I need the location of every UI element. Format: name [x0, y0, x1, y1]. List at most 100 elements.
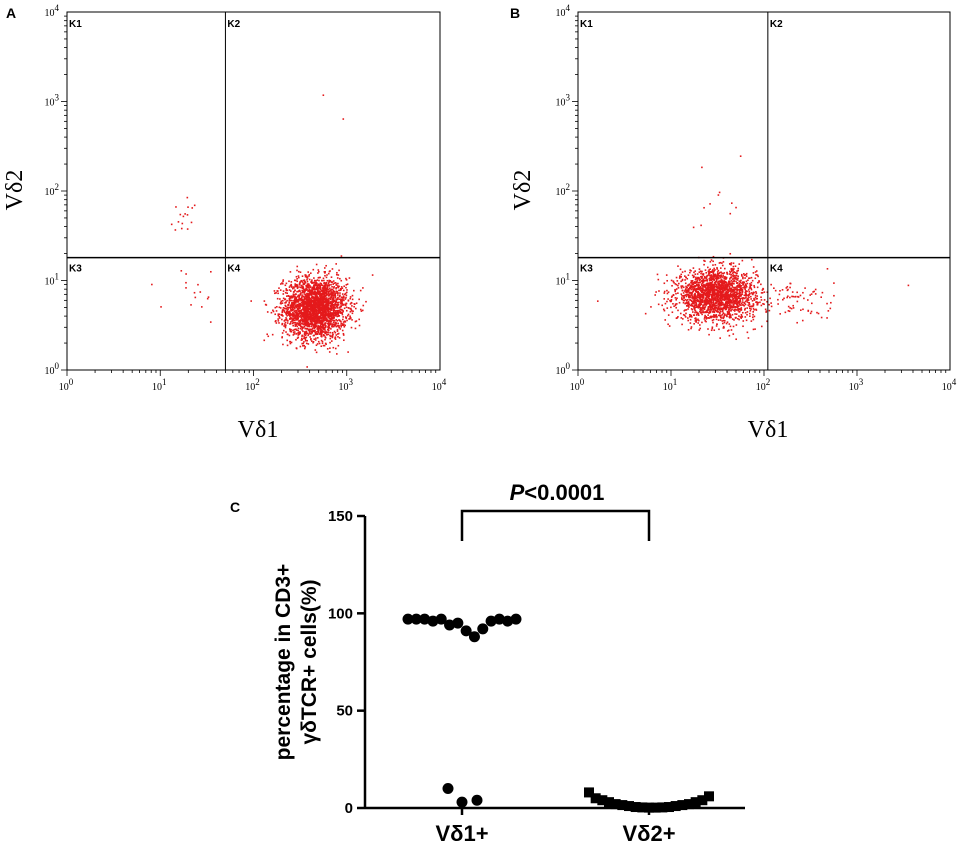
data-point	[706, 289, 708, 292]
data-point	[343, 293, 346, 296]
data-point	[334, 294, 336, 296]
data-point	[324, 338, 326, 341]
data-point	[293, 331, 296, 333]
data-point	[306, 278, 308, 281]
data-point	[729, 313, 731, 316]
data-point	[320, 323, 322, 325]
data-point	[753, 284, 755, 287]
data-point	[301, 329, 303, 331]
data-point	[185, 273, 187, 275]
data-point	[717, 314, 720, 317]
data-point	[712, 272, 715, 275]
data-point	[730, 284, 732, 286]
data-point	[751, 305, 754, 308]
data-point	[323, 310, 325, 312]
data-point	[313, 325, 316, 327]
data-point	[725, 285, 728, 287]
data-point	[290, 317, 292, 320]
data-point	[726, 271, 728, 274]
data-point	[298, 294, 300, 297]
data-point	[722, 284, 724, 287]
data-point	[312, 318, 315, 320]
data-point	[318, 298, 321, 301]
data-point	[323, 334, 326, 337]
data-point	[301, 289, 303, 292]
data-point	[694, 270, 697, 272]
data-point	[738, 311, 741, 313]
data-point	[724, 287, 726, 289]
data-point	[665, 274, 668, 276]
data-point	[301, 304, 304, 307]
data-point	[741, 293, 744, 295]
data-point	[696, 281, 698, 283]
data-point	[330, 296, 333, 299]
data-point	[321, 310, 324, 313]
data-point	[285, 310, 288, 313]
data-point	[732, 298, 734, 301]
data-point	[325, 297, 327, 300]
data-point	[288, 334, 291, 337]
data-point	[730, 262, 733, 264]
data-point	[310, 340, 313, 342]
data-point	[723, 314, 726, 317]
data-point	[707, 309, 709, 311]
data-point	[328, 320, 330, 322]
data-point	[727, 290, 730, 292]
data-point	[728, 303, 731, 305]
data-point	[749, 315, 751, 318]
data-point	[317, 298, 319, 300]
data-point	[318, 295, 321, 297]
data-point	[263, 339, 266, 342]
data-point	[730, 268, 733, 270]
data-point	[305, 312, 308, 315]
data-point	[332, 304, 334, 306]
data-point	[314, 300, 317, 302]
data-point	[697, 314, 700, 316]
data-point	[295, 338, 297, 341]
data-point	[754, 296, 757, 299]
data-point	[329, 322, 332, 325]
data-point	[687, 298, 689, 301]
data-point	[696, 278, 699, 280]
data-point	[294, 279, 297, 282]
data-point	[334, 347, 337, 350]
data-point	[345, 306, 348, 309]
data-point	[302, 299, 305, 301]
data-point	[722, 261, 725, 263]
data-point	[748, 302, 751, 304]
data-point	[687, 284, 689, 287]
data-point	[826, 268, 829, 270]
data-point	[297, 320, 300, 322]
data-point	[688, 283, 691, 285]
data-point	[335, 318, 338, 321]
data-point	[694, 306, 696, 309]
data-point	[725, 291, 728, 293]
data-point	[290, 306, 293, 308]
data-point	[336, 310, 339, 313]
data-point	[325, 291, 327, 293]
data-point	[707, 317, 710, 319]
data-point	[336, 333, 339, 335]
data-point	[688, 294, 691, 297]
data-point	[752, 313, 754, 316]
data-point	[313, 303, 315, 306]
data-point	[328, 285, 331, 287]
data-point	[720, 292, 723, 295]
data-point	[738, 280, 741, 283]
data-point	[343, 296, 345, 298]
data-point	[298, 315, 301, 318]
data-point	[312, 325, 314, 327]
data-point	[670, 296, 673, 298]
data-point	[310, 302, 313, 304]
data-point	[297, 303, 300, 305]
data-point	[706, 290, 709, 293]
data-point	[329, 302, 332, 305]
data-point	[326, 318, 328, 321]
data-point	[738, 308, 741, 310]
data-point	[721, 320, 724, 322]
data-point	[789, 282, 791, 285]
data-point	[362, 304, 365, 307]
data-point	[329, 279, 332, 282]
data-point	[303, 333, 306, 336]
data-point	[283, 320, 286, 322]
